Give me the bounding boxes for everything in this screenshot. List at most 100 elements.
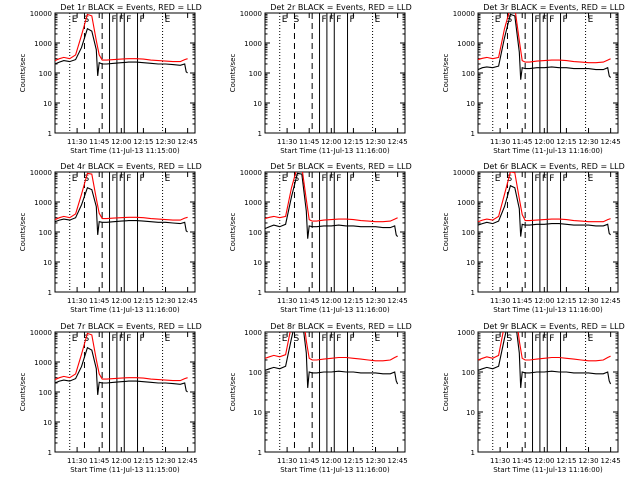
plot-frame bbox=[264, 12, 406, 134]
y-tick-label: 10000 bbox=[30, 169, 52, 177]
x-tick-label: 11:30 bbox=[277, 297, 297, 305]
y-tick-label: 100 bbox=[462, 70, 475, 78]
x-tick-label: 12:30 bbox=[365, 457, 385, 465]
marker-label: F bbox=[329, 15, 334, 25]
y-tick-label: 10000 bbox=[30, 10, 52, 18]
y-tick-label: 1 bbox=[258, 130, 262, 138]
marker-label: F bbox=[322, 15, 327, 25]
marker-label: F bbox=[119, 334, 124, 344]
marker-label: E bbox=[282, 15, 288, 25]
y-tick-label: 10 bbox=[43, 100, 52, 108]
marker-label: F bbox=[542, 15, 547, 25]
marker-label: F bbox=[549, 174, 554, 184]
y-tick-label: 1000 bbox=[244, 40, 262, 48]
y-tick-label: 10 bbox=[466, 259, 475, 267]
y-tick-label: 10 bbox=[253, 409, 262, 417]
y-tick-label: 10000 bbox=[240, 169, 262, 177]
y-tick-label: 1000 bbox=[34, 359, 52, 367]
x-axis-label: Start Time (11-Jul-13 11:16:00) bbox=[280, 466, 390, 474]
x-tick-label: 12:45 bbox=[388, 138, 408, 146]
y-tick-label: 1 bbox=[258, 449, 262, 457]
marker-label: F bbox=[336, 334, 341, 344]
x-tick-label: 11:45 bbox=[299, 138, 319, 146]
x-tick-label: 12:00 bbox=[321, 297, 341, 305]
y-tick-label: 1000 bbox=[244, 329, 262, 337]
marker-label: S bbox=[84, 334, 90, 344]
x-tick-label: 12:30 bbox=[155, 297, 175, 305]
series-line-events bbox=[265, 172, 399, 239]
x-tick-label: 11:30 bbox=[490, 297, 510, 305]
y-axis-label: Counts/sec bbox=[229, 213, 237, 252]
marker-label: F bbox=[563, 15, 568, 25]
panel-det-5: Det 5r BLACK = Events, RED = LLD 1 10 100 10… bbox=[229, 162, 412, 314]
series-line-events bbox=[55, 186, 188, 235]
x-tick-label: 12:30 bbox=[365, 297, 385, 305]
series-line-lld bbox=[478, 13, 611, 64]
marker-label: F bbox=[112, 174, 117, 184]
y-tick-label: 10000 bbox=[453, 169, 475, 177]
y-tick-label: 1000 bbox=[244, 199, 262, 207]
x-tick-label: 11:45 bbox=[89, 138, 109, 146]
x-tick-label: 11:45 bbox=[512, 457, 532, 465]
x-tick-label: 12:45 bbox=[178, 297, 198, 305]
y-axis-label: Counts/sec bbox=[442, 54, 450, 93]
x-tick-label: 11:45 bbox=[512, 297, 532, 305]
y-tick-label: 1000 bbox=[457, 329, 475, 337]
y-axis-label: Counts/sec bbox=[229, 54, 237, 93]
plot-frame bbox=[477, 12, 619, 134]
marker-label: F bbox=[112, 334, 117, 344]
series-line-events bbox=[478, 184, 612, 237]
x-tick-label: 11:45 bbox=[89, 297, 109, 305]
x-tick-label: 11:30 bbox=[67, 138, 87, 146]
y-tick-label: 1 bbox=[471, 130, 475, 138]
x-tick-label: 12:00 bbox=[111, 138, 131, 146]
marker-label: F bbox=[542, 334, 547, 344]
marker-label: F bbox=[350, 334, 355, 344]
y-tick-label: 10000 bbox=[240, 10, 262, 18]
y-axis-label: Counts/sec bbox=[229, 373, 237, 412]
plot-frame bbox=[477, 171, 619, 293]
x-tick-label: 12:30 bbox=[578, 297, 598, 305]
x-tick-label: 12:30 bbox=[578, 138, 598, 146]
marker-label: F bbox=[549, 15, 554, 25]
y-tick-label: 1000 bbox=[34, 40, 52, 48]
marker-label: E bbox=[165, 334, 171, 344]
series-group bbox=[265, 332, 399, 388]
plot-frame bbox=[54, 171, 196, 293]
x-tick-label: 12:15 bbox=[133, 138, 153, 146]
panel-title: Det 3r BLACK = Events, RED = LLD bbox=[483, 3, 625, 12]
x-tick-label: 12:15 bbox=[343, 138, 363, 146]
marker-label: E bbox=[375, 15, 381, 25]
marker-label: E bbox=[375, 334, 381, 344]
marker-label: F bbox=[329, 334, 334, 344]
x-tick-label: 12:30 bbox=[155, 457, 175, 465]
marker-label: E bbox=[282, 334, 288, 344]
marker-label: F bbox=[140, 334, 145, 344]
marker-label: F bbox=[322, 174, 327, 184]
y-tick-label: 10 bbox=[43, 259, 52, 267]
series-line-events bbox=[478, 13, 612, 80]
x-tick-label: 12:15 bbox=[556, 457, 576, 465]
marker-label: S bbox=[294, 15, 300, 25]
marker-label: S bbox=[84, 174, 90, 184]
y-tick-label: 1 bbox=[471, 289, 475, 297]
series-group bbox=[478, 332, 612, 388]
panel-title: Det 2r BLACK = Events, RED = LLD bbox=[270, 3, 412, 12]
y-tick-label: 100 bbox=[39, 389, 52, 397]
y-tick-label: 100 bbox=[249, 369, 262, 377]
series-line-lld bbox=[478, 332, 611, 362]
x-axis-label: Start Time (11-Jul-13 11:15:00) bbox=[70, 466, 180, 474]
plot-frame bbox=[54, 331, 196, 453]
marker-label: F bbox=[549, 334, 554, 344]
marker-label: F bbox=[336, 15, 341, 25]
panel-title: Det 5r BLACK = Events, RED = LLD bbox=[270, 162, 412, 171]
marker-label: F bbox=[336, 174, 341, 184]
x-tick-label: 12:00 bbox=[321, 457, 341, 465]
series-line-lld bbox=[265, 332, 398, 362]
panel-det-2: Det 2r BLACK = Events, RED = LLD 1 10 100 10… bbox=[229, 3, 412, 155]
series-line-events bbox=[265, 332, 399, 388]
x-tick-label: 12:45 bbox=[178, 138, 198, 146]
y-tick-label: 100 bbox=[249, 70, 262, 78]
x-tick-label: 12:00 bbox=[321, 138, 341, 146]
